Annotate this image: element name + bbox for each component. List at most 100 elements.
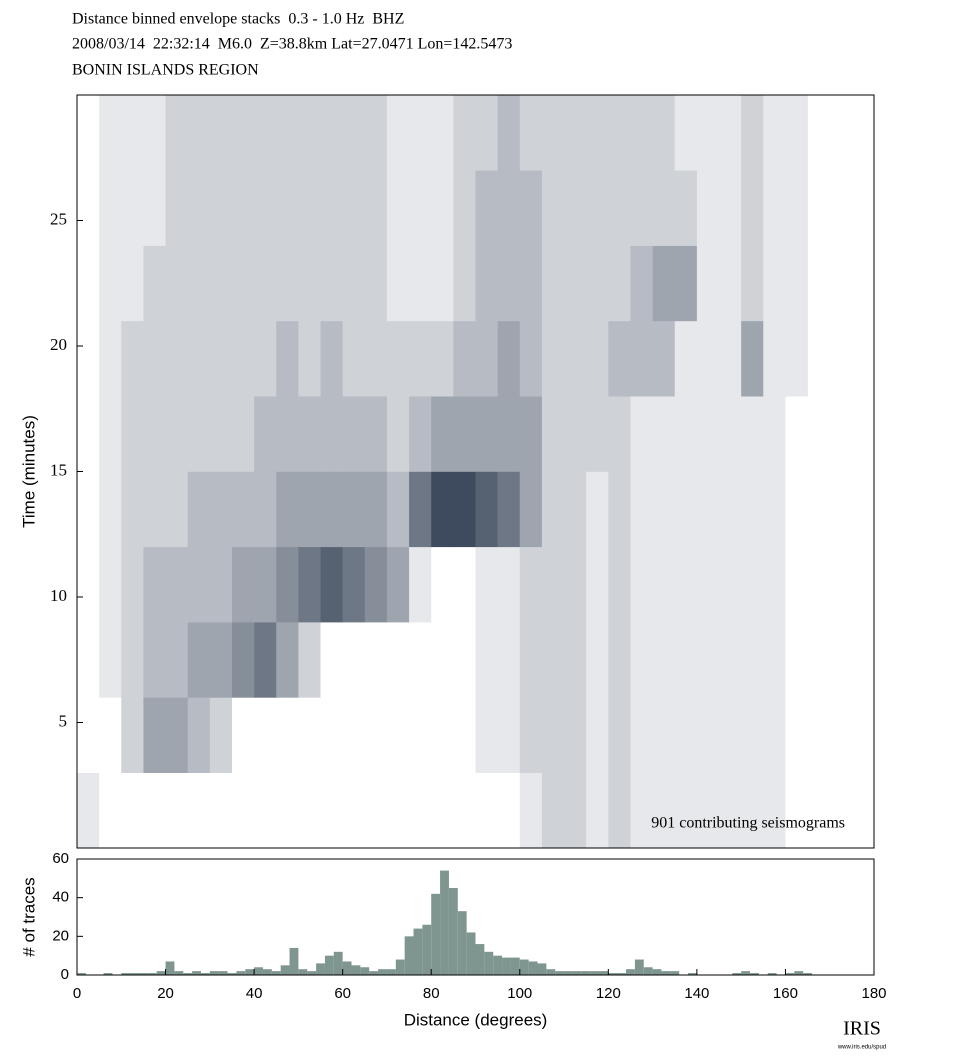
heat-cell (475, 95, 498, 171)
histogram-bar (165, 961, 175, 975)
heat-cell (586, 471, 609, 548)
heat-cell (409, 697, 432, 773)
heat-cell (409, 772, 432, 849)
histogram-bar (626, 969, 635, 975)
heat-cell (541, 772, 565, 849)
heat-cell (99, 546, 122, 623)
heat-cell (231, 396, 255, 472)
heat-cell (608, 245, 631, 322)
logo-url: www.iris.edu/spud (837, 1045, 886, 1051)
heat-cell (541, 320, 565, 397)
heat-cell (763, 320, 786, 397)
y-tick-label: 60 (52, 850, 69, 867)
heat-cell (541, 245, 565, 322)
heat-cell (453, 546, 476, 623)
heat-cell (187, 546, 211, 623)
heat-cell (519, 697, 543, 773)
x-tick-label: 140 (684, 985, 709, 1002)
heat-cell (320, 546, 343, 623)
heat-cell (785, 170, 808, 246)
plot-frame (76, 858, 875, 976)
heat-cell (564, 245, 587, 322)
heat-cell (276, 95, 299, 171)
histogram-bar (183, 973, 193, 975)
heat-cell (586, 95, 609, 171)
heat-cell (475, 245, 498, 322)
heat-cell (785, 697, 808, 773)
heat-cell (121, 320, 144, 397)
heat-cell (187, 245, 211, 322)
heat-cell (763, 546, 786, 623)
histogram-bar (564, 971, 573, 975)
heat-cell (209, 320, 233, 397)
heat-cell (386, 95, 410, 171)
heat-cell (364, 320, 388, 397)
heat-cell (453, 471, 476, 548)
x-tick-label: 80 (423, 985, 440, 1002)
heat-cell (741, 245, 764, 322)
histogram-bar (121, 973, 131, 975)
heat-cell (741, 170, 764, 246)
histogram-bar (298, 969, 308, 975)
heat-cell (342, 396, 366, 472)
heat-cell (541, 697, 565, 773)
heat-cell (121, 471, 144, 548)
y-axis-label: Time (minutes) (19, 415, 38, 528)
x-tick-label: 120 (596, 985, 621, 1002)
heat-cell (696, 170, 720, 246)
heat-cell (586, 245, 609, 322)
heat-cell (541, 471, 565, 548)
heat-cell (143, 772, 166, 849)
histogram-bar (617, 973, 627, 975)
heat-cell (652, 245, 676, 322)
heat-cell (77, 95, 100, 171)
heat-cell (674, 320, 698, 397)
heat-cell (254, 95, 277, 171)
heat-cell (386, 546, 410, 623)
histogram-bar (200, 973, 210, 975)
heat-cell (254, 245, 277, 322)
heat-cell (254, 622, 277, 698)
heat-cell (475, 396, 498, 472)
y-tick-label: 15 (50, 460, 67, 479)
histogram-bar (475, 944, 485, 975)
heat-cell (121, 95, 144, 171)
heat-cell (497, 95, 521, 171)
heat-cell (453, 320, 476, 397)
histogram-bar (351, 965, 361, 975)
heat-cell (674, 772, 698, 849)
histogram-bar (192, 971, 201, 975)
heat-cell (453, 170, 476, 246)
heat-cell (431, 320, 454, 397)
heat-cell (77, 697, 100, 773)
heat-cell (320, 396, 343, 472)
y-tick-label: 0 (61, 966, 69, 983)
heat-cell (409, 95, 432, 171)
heat-cell (276, 245, 299, 322)
heat-cell (630, 245, 653, 322)
heat-cell (741, 622, 764, 698)
heat-cell (386, 320, 410, 397)
heat-cell (298, 170, 321, 246)
y-tick-label: 5 (59, 711, 68, 730)
heat-cell (497, 245, 521, 322)
histogram-bar (369, 971, 379, 975)
heat-cell (696, 546, 720, 623)
heat-cell (696, 772, 720, 849)
heat-cell (497, 772, 521, 849)
heat-cell (696, 697, 720, 773)
heat-cell (519, 95, 543, 171)
heat-cell (77, 622, 100, 698)
heat-cell (541, 170, 565, 246)
heat-cell (342, 245, 366, 322)
heat-cell (630, 320, 653, 397)
heat-cell (652, 170, 676, 246)
histogram-bar (537, 963, 547, 975)
heat-cell (342, 772, 366, 849)
histogram-bar (581, 971, 591, 975)
heat-cell (497, 396, 521, 472)
heat-cell (409, 245, 432, 322)
heat-cell (276, 396, 299, 472)
histogram-bar (245, 969, 255, 975)
heat-cell (386, 622, 410, 698)
